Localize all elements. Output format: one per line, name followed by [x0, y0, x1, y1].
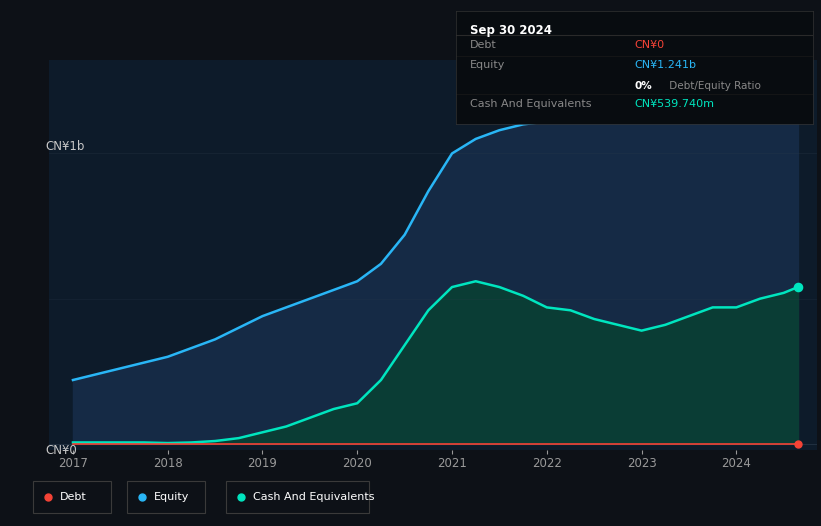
Text: Debt/Equity Ratio: Debt/Equity Ratio [667, 80, 761, 90]
Text: Cash And Equivalents: Cash And Equivalents [470, 99, 591, 109]
Text: Cash And Equivalents: Cash And Equivalents [253, 492, 374, 502]
Text: Equity: Equity [470, 60, 505, 70]
Text: CN¥1.241b: CN¥1.241b [635, 60, 696, 70]
Text: Sep 30 2024: Sep 30 2024 [470, 24, 552, 37]
Point [791, 283, 805, 291]
FancyBboxPatch shape [226, 481, 369, 513]
Point [234, 493, 247, 501]
Text: CN¥0: CN¥0 [45, 444, 77, 457]
Text: CN¥539.740m: CN¥539.740m [635, 99, 714, 109]
FancyBboxPatch shape [127, 481, 205, 513]
FancyBboxPatch shape [33, 481, 111, 513]
Text: Debt: Debt [470, 40, 497, 50]
Text: Debt: Debt [60, 492, 87, 502]
Point [41, 493, 54, 501]
Text: CN¥1b: CN¥1b [45, 140, 85, 154]
Point [791, 75, 805, 84]
Text: Equity: Equity [154, 492, 190, 502]
Text: 0%: 0% [635, 80, 652, 90]
Text: CN¥0: CN¥0 [635, 40, 664, 50]
Point [135, 493, 149, 501]
Point [791, 440, 805, 448]
